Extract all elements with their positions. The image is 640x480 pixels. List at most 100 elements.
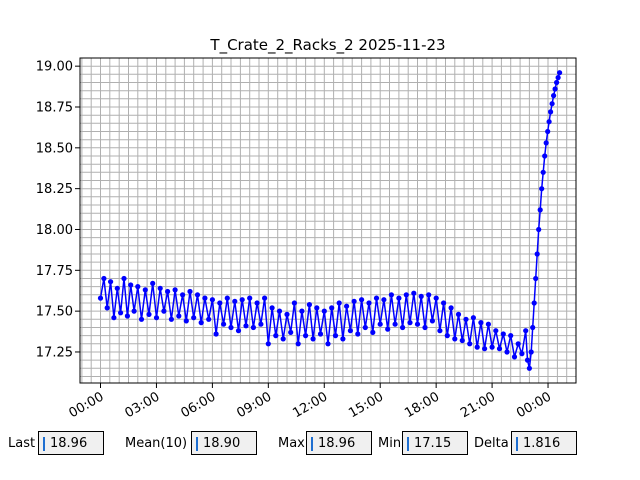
x-tick-label: 00:00 (514, 389, 554, 421)
data-point (519, 351, 525, 357)
data-point (551, 93, 557, 99)
data-point (411, 290, 417, 296)
data-point (459, 337, 465, 344)
data-point (347, 328, 353, 334)
stat-min-label: Min (378, 436, 402, 451)
data-point (288, 329, 294, 335)
data-point (511, 354, 518, 360)
stat-max-field[interactable]: 18.96 (306, 431, 372, 455)
data-point (142, 287, 148, 293)
data-point (452, 336, 458, 342)
series-line-path (99, 72, 561, 369)
stat-last-value: 18.96 (50, 436, 88, 451)
data-point (243, 323, 249, 329)
data-point (523, 328, 529, 334)
x-tick-label: 09:00 (234, 389, 274, 421)
data-point (542, 153, 548, 159)
data-point (355, 331, 361, 337)
data-point (392, 321, 398, 327)
stat-min-value: 17.15 (414, 436, 452, 451)
data-point (138, 316, 145, 322)
data-point (332, 333, 339, 339)
data-point (433, 295, 439, 301)
data-point (168, 316, 174, 322)
data-point (284, 311, 290, 317)
stats-bar: Last 18.96 Mean(10) 18.90 Max 18.96 Min … (0, 430, 640, 460)
y-tick-label: 17.25 (36, 345, 73, 360)
data-point (539, 186, 545, 192)
data-point (176, 313, 182, 319)
data-point (325, 341, 331, 347)
data-point (426, 292, 432, 298)
data-point (101, 275, 107, 282)
data-point (455, 311, 462, 317)
stat-mean-label: Mean(10) (125, 436, 188, 451)
data-point (157, 285, 163, 291)
text-caret (43, 437, 45, 451)
stat-last-field[interactable]: 18.96 (38, 431, 104, 455)
data-point (496, 346, 503, 352)
data-point (344, 303, 350, 309)
text-caret (196, 437, 198, 451)
data-point (534, 251, 540, 257)
data-point (385, 326, 391, 332)
data-point (221, 321, 227, 327)
data-point (400, 324, 406, 331)
data-point (536, 226, 542, 233)
text-caret (516, 437, 518, 451)
data-point (299, 308, 305, 314)
stat-last-label: Last (8, 436, 36, 451)
data-point (235, 328, 242, 334)
data-point (165, 288, 171, 295)
stat-max-value: 18.96 (318, 436, 356, 451)
data-point (321, 308, 327, 314)
data-point (265, 341, 271, 347)
axes: 00:00 03:00 06:00 09:00 12:00 15:00 18:00 21:00… (36, 60, 554, 422)
data-point (504, 349, 510, 355)
data-point (213, 331, 219, 337)
x-tick-label: 15:00 (346, 389, 386, 421)
x-tick-label: 03:00 (123, 389, 163, 421)
y-tick-label: 18.25 (36, 182, 73, 197)
data-point (441, 300, 447, 306)
data-point (161, 308, 167, 314)
data-points (97, 70, 563, 371)
data-point (194, 292, 201, 298)
data-point (474, 344, 480, 350)
stat-max-label: Max (278, 436, 305, 451)
chart: T_Crate_2_Racks_2 2025-11-23 00:00 03:00 0… (36, 36, 577, 422)
data-point (303, 333, 309, 339)
data-point (489, 344, 495, 350)
y-tick-label: 19.00 (36, 60, 73, 75)
data-point (557, 70, 563, 76)
y-tick-label: 17.50 (36, 305, 73, 320)
data-point (407, 320, 413, 326)
data-point (478, 320, 484, 326)
data-point (500, 331, 506, 337)
data-point (508, 333, 514, 339)
stat-min-field[interactable]: 17.15 (402, 431, 468, 455)
data-point (545, 128, 551, 135)
data-point (470, 315, 476, 321)
data-point (366, 300, 372, 306)
data-point (250, 324, 256, 331)
x-tick-label: 00:00 (67, 389, 107, 421)
data-point (549, 101, 555, 107)
data-point (555, 75, 561, 81)
data-point (254, 300, 260, 306)
stat-delta-field[interactable]: 1.816 (511, 431, 577, 455)
data-point (543, 140, 549, 146)
data-point (262, 295, 268, 301)
data-point (187, 288, 193, 295)
stat-delta-label: Delta (474, 436, 509, 451)
x-tick-label: 21:00 (458, 389, 498, 421)
data-point (396, 295, 402, 301)
data-point (548, 109, 554, 115)
plot-area (79, 57, 577, 384)
data-point (224, 295, 230, 301)
data-point (232, 298, 238, 304)
data-point (150, 280, 156, 286)
data-point (104, 305, 110, 311)
data-point (202, 295, 208, 301)
stat-mean-field[interactable]: 18.90 (191, 431, 257, 455)
